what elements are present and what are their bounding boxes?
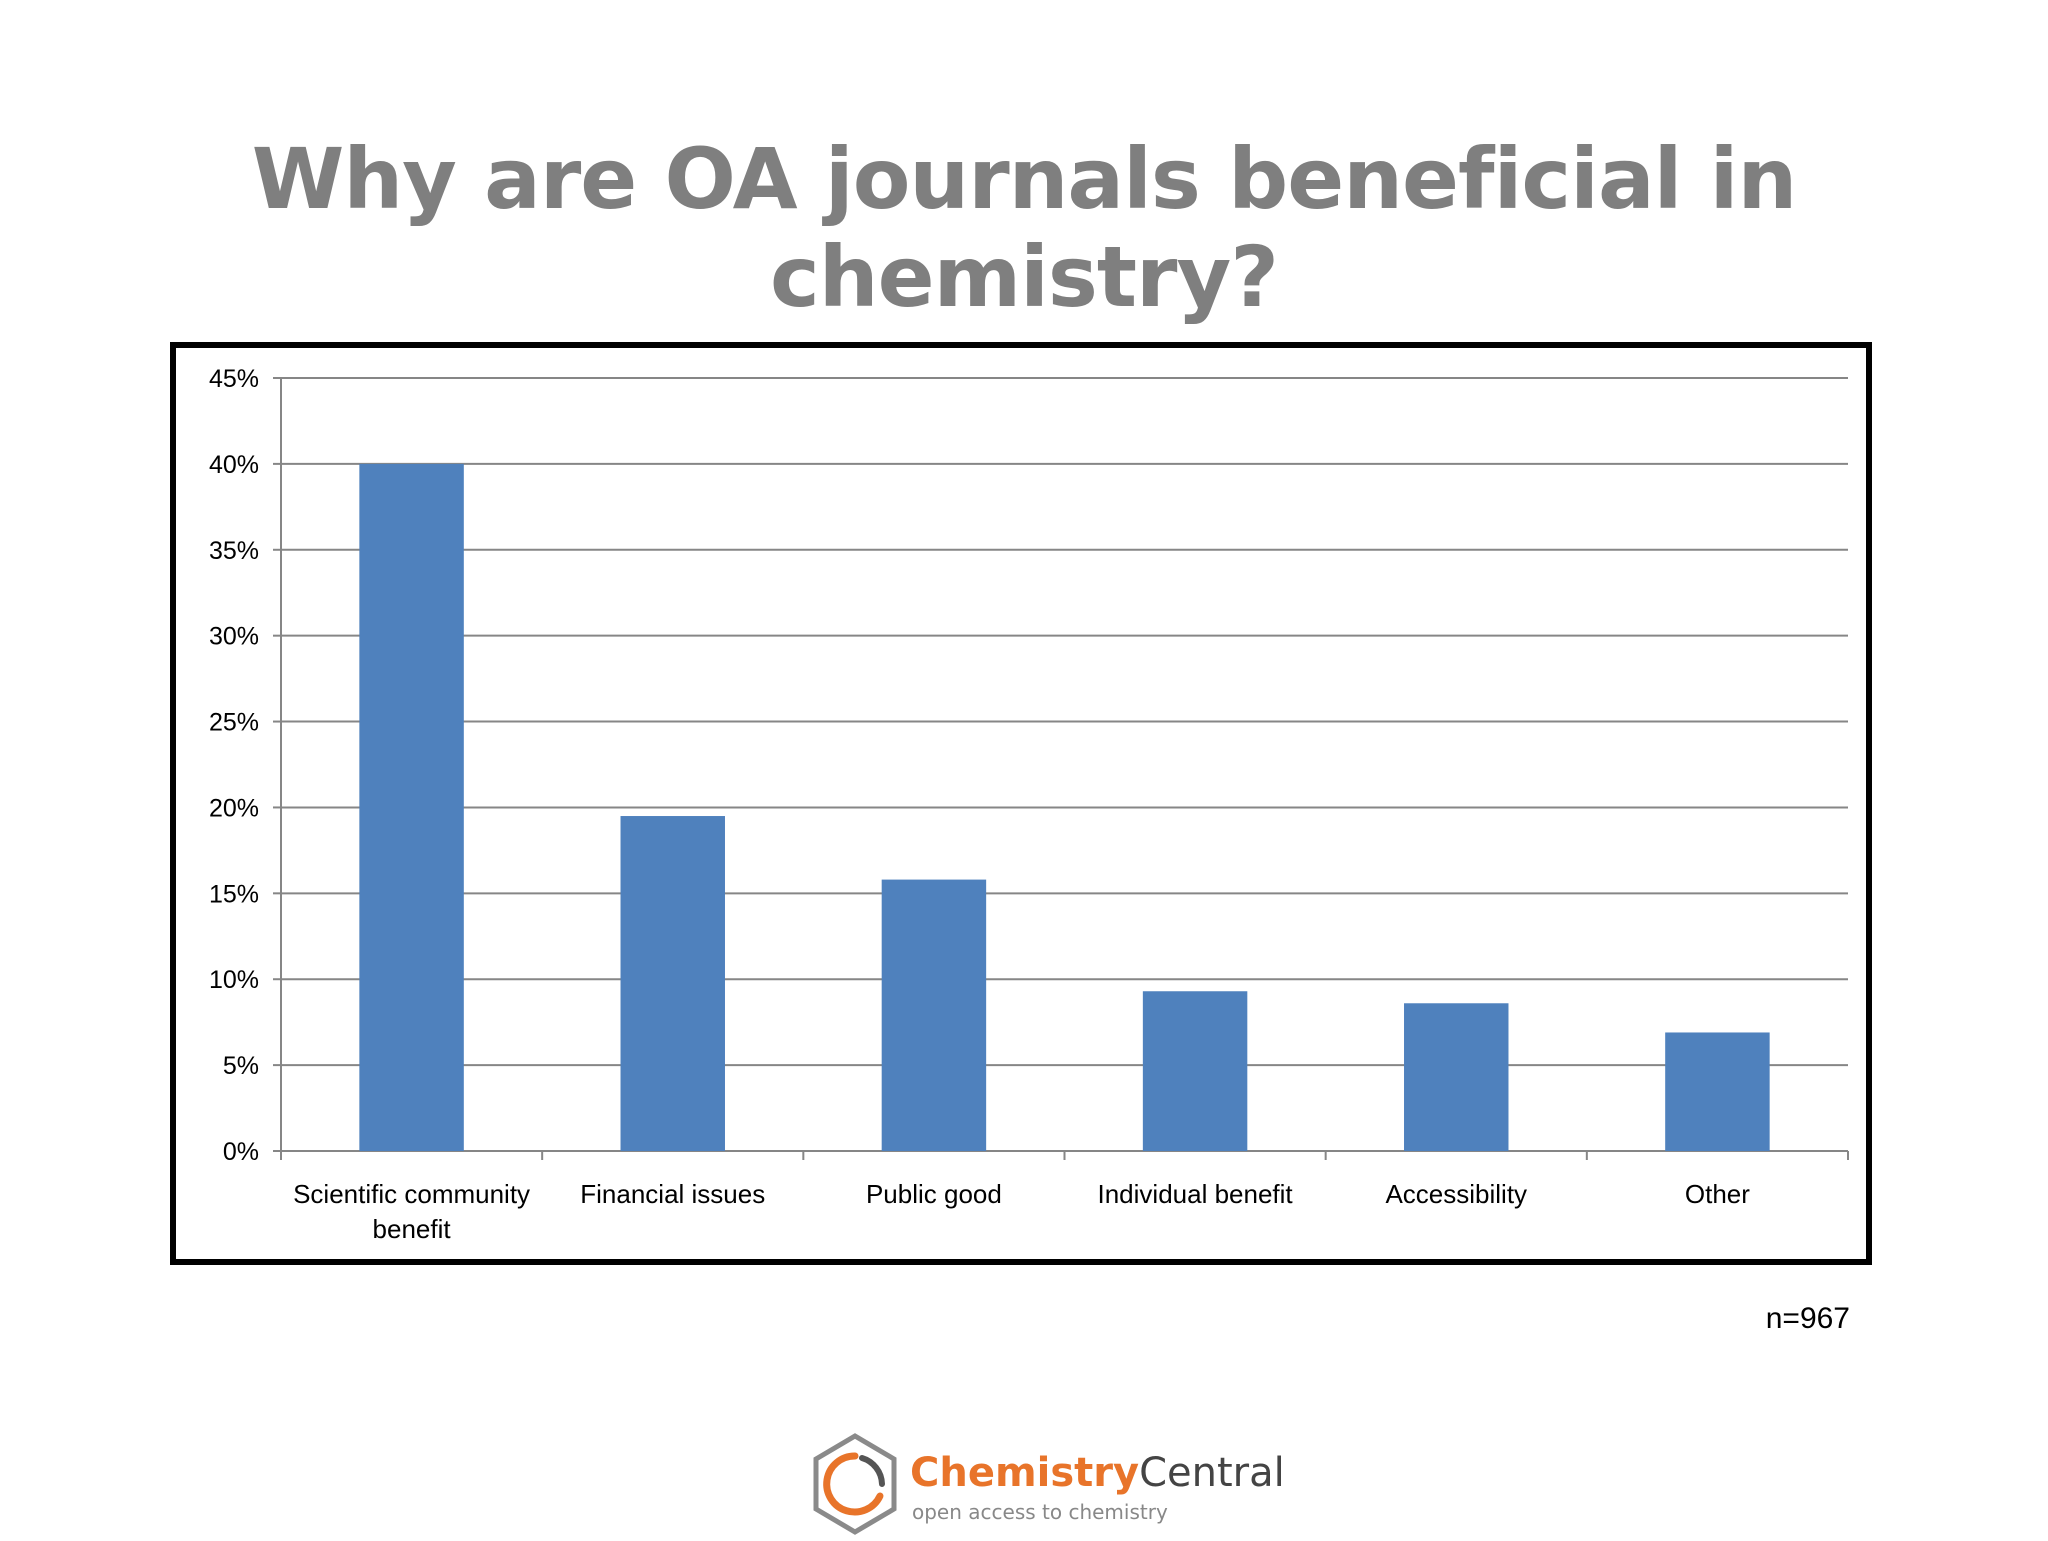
y-tick-label: 10% bbox=[209, 966, 259, 994]
slide-title: Why are OA journals beneficial in chemis… bbox=[251, 130, 1798, 326]
sample-size-note: n=967 bbox=[1765, 1302, 1850, 1335]
category-label-line: Financial issues bbox=[580, 1179, 765, 1209]
logo-name-part1: Chemistry bbox=[910, 1450, 1140, 1496]
category-label: Other bbox=[1685, 1179, 1750, 1209]
category-label: Scientific community benefit bbox=[293, 1179, 530, 1244]
category-label-line: Individual benefit bbox=[1098, 1179, 1294, 1209]
bar bbox=[620, 816, 725, 1151]
bar bbox=[1142, 991, 1248, 1151]
y-tick-label: 30% bbox=[209, 623, 259, 651]
category-label: Accessibility bbox=[1385, 1179, 1527, 1209]
chart-frame: 0% 5% 10% 15% 20% 25% 30% 35% 40% 45% Scientific c… bbox=[170, 342, 1872, 1265]
y-tick-label: 15% bbox=[209, 880, 259, 908]
y-tick-label: 40% bbox=[209, 451, 259, 479]
y-tick-label: 25% bbox=[209, 709, 259, 737]
category-label: Individual benefit bbox=[1098, 1179, 1294, 1209]
category-label-line: Other bbox=[1685, 1179, 1750, 1209]
hexagon-logo-icon bbox=[813, 1433, 897, 1535]
y-tick-label: 45% bbox=[209, 365, 259, 393]
category-label-line: Public good bbox=[866, 1179, 1002, 1209]
bar bbox=[359, 463, 464, 1151]
bar bbox=[881, 879, 987, 1151]
y-tick-label: 5% bbox=[223, 1052, 259, 1080]
bar bbox=[1404, 1003, 1509, 1151]
y-tick-label: 0% bbox=[223, 1138, 259, 1166]
logo-wordmark: ChemistryCentral bbox=[910, 1450, 1285, 1496]
y-tick-label: 20% bbox=[209, 794, 259, 822]
category-label: Financial issues bbox=[580, 1179, 765, 1209]
category-label-line: benefit bbox=[373, 1214, 452, 1244]
category-label: Public good bbox=[866, 1179, 1002, 1209]
bar-chart: 0% 5% 10% 15% 20% 25% 30% 35% 40% 45% Scientific c… bbox=[209, 365, 1849, 1244]
category-label-line: Scientific community bbox=[293, 1179, 530, 1209]
logo-tagline: open access to chemistry bbox=[912, 1500, 1168, 1524]
chemistry-central-logo: ChemistryCentral open access to chemistr… bbox=[810, 1432, 1285, 1536]
logo-name-part2: Central bbox=[1139, 1450, 1285, 1496]
y-tick-label: 35% bbox=[209, 537, 259, 565]
bar bbox=[1665, 1032, 1770, 1151]
category-label-line: Accessibility bbox=[1385, 1179, 1527, 1209]
